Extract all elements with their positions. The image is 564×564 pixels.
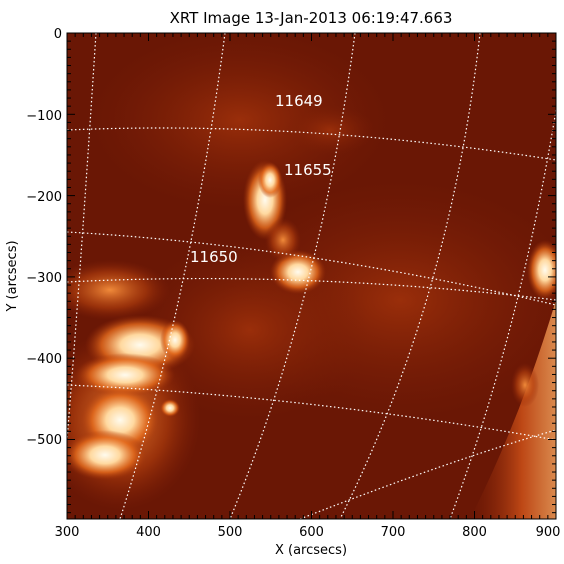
x-tick-label: 600 [299, 525, 324, 540]
meridian-line [449, 109, 556, 519]
ar-label-11650: 11650 [190, 248, 238, 266]
figure-title: XRT Image 13-Jan-2013 06:19:47.663 [170, 9, 453, 27]
ar-label-11649: 11649 [275, 92, 323, 110]
y-tick-label: −500 [26, 433, 62, 448]
y-tick-labels: 0 −100 −200 −300 −400 −500 [26, 27, 62, 448]
parallel-line [67, 277, 556, 301]
xrt-image: 11649 11655 11650 [67, 33, 556, 519]
parallel-line [299, 429, 556, 519]
y-tick-label: −200 [26, 190, 62, 205]
x-tick-label: 700 [381, 525, 406, 540]
bright-knot [160, 399, 180, 417]
y-tick-label: 0 [54, 27, 62, 42]
solar-limb [470, 300, 556, 519]
active-region-glow [265, 218, 301, 262]
x-axis-label: X (arcsecs) [275, 543, 347, 558]
x-tick-label: 400 [136, 525, 161, 540]
meridian-line [119, 33, 226, 519]
diffuse-corona [90, 33, 390, 210]
limb-bright-region [511, 363, 539, 407]
heliographic-grid [67, 33, 556, 519]
x-tick-label: 900 [536, 525, 561, 540]
meridian-line [229, 33, 356, 519]
parallel-line [67, 384, 556, 441]
active-region-11649-glow [285, 105, 375, 155]
meridian-line [339, 33, 481, 519]
y-tick-label: −300 [26, 271, 62, 286]
limb-bright-region [527, 240, 556, 300]
y-tick-label: −400 [26, 352, 62, 367]
x-tick-label: 500 [218, 525, 243, 540]
meridian-line [67, 33, 97, 441]
x-tick-label: 300 [55, 525, 80, 540]
y-tick-label: −100 [26, 109, 62, 124]
x-tick-label: 800 [462, 525, 487, 540]
parallel-line [67, 127, 556, 161]
ar-label-11655: 11655 [284, 161, 332, 179]
x-tick-labels: 300 400 500 600 700 800 900 [55, 525, 561, 540]
parallel-line [67, 231, 556, 306]
bright-knot [160, 320, 190, 360]
bright-loop [67, 430, 147, 480]
y-axis-label: Y (arcsecs) [5, 240, 20, 312]
active-region-11655-core [258, 162, 282, 198]
axis-ticks [66, 32, 557, 519]
bright-region-left [67, 260, 170, 320]
